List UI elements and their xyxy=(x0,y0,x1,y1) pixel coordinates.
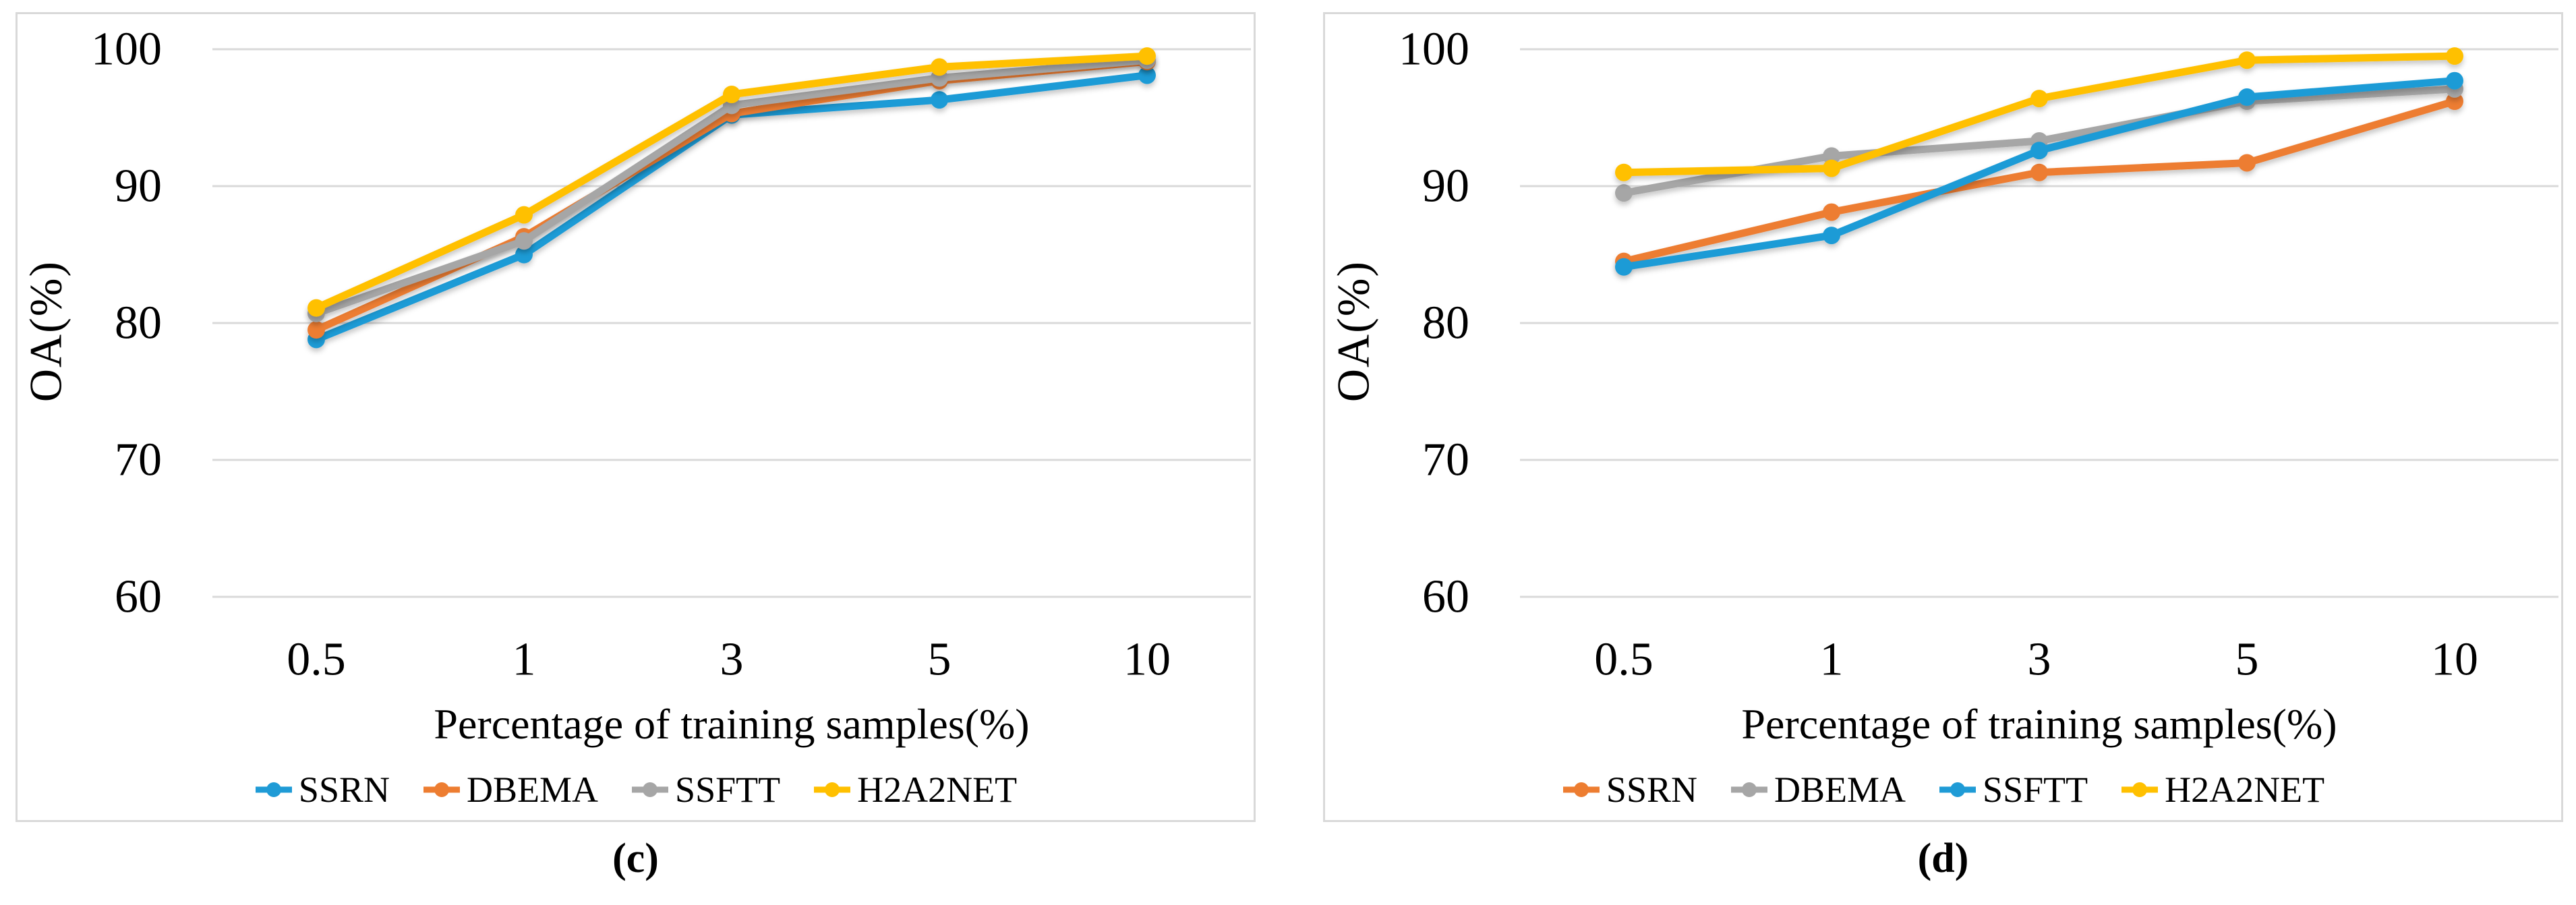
legend-marker-icon xyxy=(1562,782,1600,797)
line-chart-d: 60 70 80 90 100 0.5 1 3 5 10 xyxy=(1399,24,2558,686)
y-tick-60: 60 xyxy=(1422,571,1469,623)
y-tick-60: 60 xyxy=(115,571,162,623)
caption-c: (c) xyxy=(612,836,659,881)
x-tick-10: 10 xyxy=(2431,634,2478,686)
legend-item-dbema: DBEMA xyxy=(422,769,598,811)
chart-panel-d: 60 70 80 90 100 0.5 1 3 5 10 OA(%) Percentage of … xyxy=(1323,12,2563,822)
data-point-1 xyxy=(1823,227,1840,245)
legend-label: H2A2NET xyxy=(2165,769,2325,810)
data-point-3 xyxy=(2030,163,2048,181)
data-point-5 xyxy=(2238,51,2256,69)
data-point-0.5 xyxy=(1615,184,1633,202)
chart-legend: SSRN DBEMA SSFTT H2A2NET xyxy=(18,764,1254,815)
figure-d: 60 70 80 90 100 0.5 1 3 5 10 OA(%) Percentage of … xyxy=(1323,0,2563,905)
legend-label: SSFTT xyxy=(675,769,781,810)
x-tick-1: 1 xyxy=(513,634,536,686)
x-tick-3: 3 xyxy=(2028,634,2051,686)
data-point-1 xyxy=(515,206,533,224)
data-point-5 xyxy=(2238,88,2256,107)
x-tick-0.5: 0.5 xyxy=(1594,634,1653,686)
legend-marker-icon xyxy=(1939,782,1977,797)
series-ssftt xyxy=(1615,71,2463,276)
series-h2a2net xyxy=(1615,47,2463,181)
x-axis-title: Percentage of training samples(%) xyxy=(1741,700,2337,748)
legend-item-h2a2net: H2A2NET xyxy=(813,769,1017,811)
legend-marker-icon xyxy=(1731,782,1768,797)
x-tick-5: 5 xyxy=(928,634,952,686)
data-point-0.5 xyxy=(308,299,325,317)
legend-item-ssrn: SSRN xyxy=(254,769,390,811)
data-point-0.5 xyxy=(308,321,325,339)
legend-marker-icon xyxy=(814,782,851,797)
caption-d: (d) xyxy=(1917,836,1969,881)
y-axis-title: OA(%) xyxy=(20,260,71,403)
legend-label: DBEMA xyxy=(467,769,599,810)
figure-c: 60 70 80 90 100 0.5 1 3 5 10 OA(%) Percentage of … xyxy=(16,0,1256,905)
y-tick-70: 70 xyxy=(115,434,162,486)
y-tick-70: 70 xyxy=(1422,434,1469,486)
data-point-5 xyxy=(931,91,948,109)
legend-label: DBEMA xyxy=(1774,769,1906,810)
chart-panel-c: 60 70 80 90 100 0.5 1 3 5 10 OA(%) Percentage of … xyxy=(16,12,1256,822)
legend-item-h2a2net: H2A2NET xyxy=(2120,769,2324,811)
x-tick-5: 5 xyxy=(2235,634,2259,686)
series-ssrn xyxy=(1615,92,2463,270)
y-tick-100: 100 xyxy=(91,24,162,76)
x-tick-10: 10 xyxy=(1123,634,1171,686)
data-point-10 xyxy=(1138,47,1156,65)
legend-item-ssftt: SSFTT xyxy=(1938,769,2088,811)
x-tick-0.5: 0.5 xyxy=(287,634,346,686)
legend-item-ssftt: SSFTT xyxy=(631,769,780,811)
y-axis-title: OA(%) xyxy=(1327,260,1379,403)
data-point-1 xyxy=(515,245,533,264)
series-h2a2net xyxy=(308,47,1156,317)
line-chart-c: 60 70 80 90 100 0.5 1 3 5 10 xyxy=(91,24,1251,686)
data-point-5 xyxy=(2238,154,2256,172)
legend-label: SSRN xyxy=(1606,769,1698,810)
data-point-10 xyxy=(2446,71,2463,90)
legend-label: H2A2NET xyxy=(857,769,1018,810)
data-point-0.5 xyxy=(1615,258,1633,276)
data-point-3 xyxy=(2030,90,2048,108)
series-line xyxy=(1620,97,2459,266)
x-axis-title: Percentage of training samples(%) xyxy=(434,700,1030,748)
legend-item-dbema: DBEMA xyxy=(1730,769,1906,811)
x-tick-3: 3 xyxy=(720,634,744,686)
data-point-1 xyxy=(1823,203,1840,221)
y-tick-90: 90 xyxy=(115,160,162,212)
legend-label: SSRN xyxy=(298,769,390,810)
data-point-3 xyxy=(723,85,740,103)
y-tick-80: 80 xyxy=(115,297,162,349)
legend-item-ssrn: SSRN xyxy=(1562,769,1697,811)
legend-marker-icon xyxy=(423,782,461,797)
data-point-0.5 xyxy=(1615,163,1633,181)
data-point-10 xyxy=(2446,92,2463,111)
data-point-1 xyxy=(1823,147,1840,165)
y-tick-90: 90 xyxy=(1422,160,1469,212)
legend-label: SSFTT xyxy=(1983,769,2088,810)
legend-marker-icon xyxy=(2121,782,2159,797)
data-point-5 xyxy=(931,58,948,76)
data-point-10 xyxy=(2446,47,2463,65)
data-point-10 xyxy=(1138,66,1156,84)
data-point-3 xyxy=(2030,142,2048,160)
y-tick-100: 100 xyxy=(1399,24,1469,76)
x-tick-1: 1 xyxy=(1820,634,1844,686)
legend-marker-icon xyxy=(255,782,292,797)
y-tick-80: 80 xyxy=(1422,297,1469,349)
chart-legend: SSRN DBEMA SSFTT H2A2NET xyxy=(1325,764,2561,815)
legend-marker-icon xyxy=(632,782,669,797)
data-point-1 xyxy=(515,232,533,250)
data-point-1 xyxy=(1823,159,1840,177)
